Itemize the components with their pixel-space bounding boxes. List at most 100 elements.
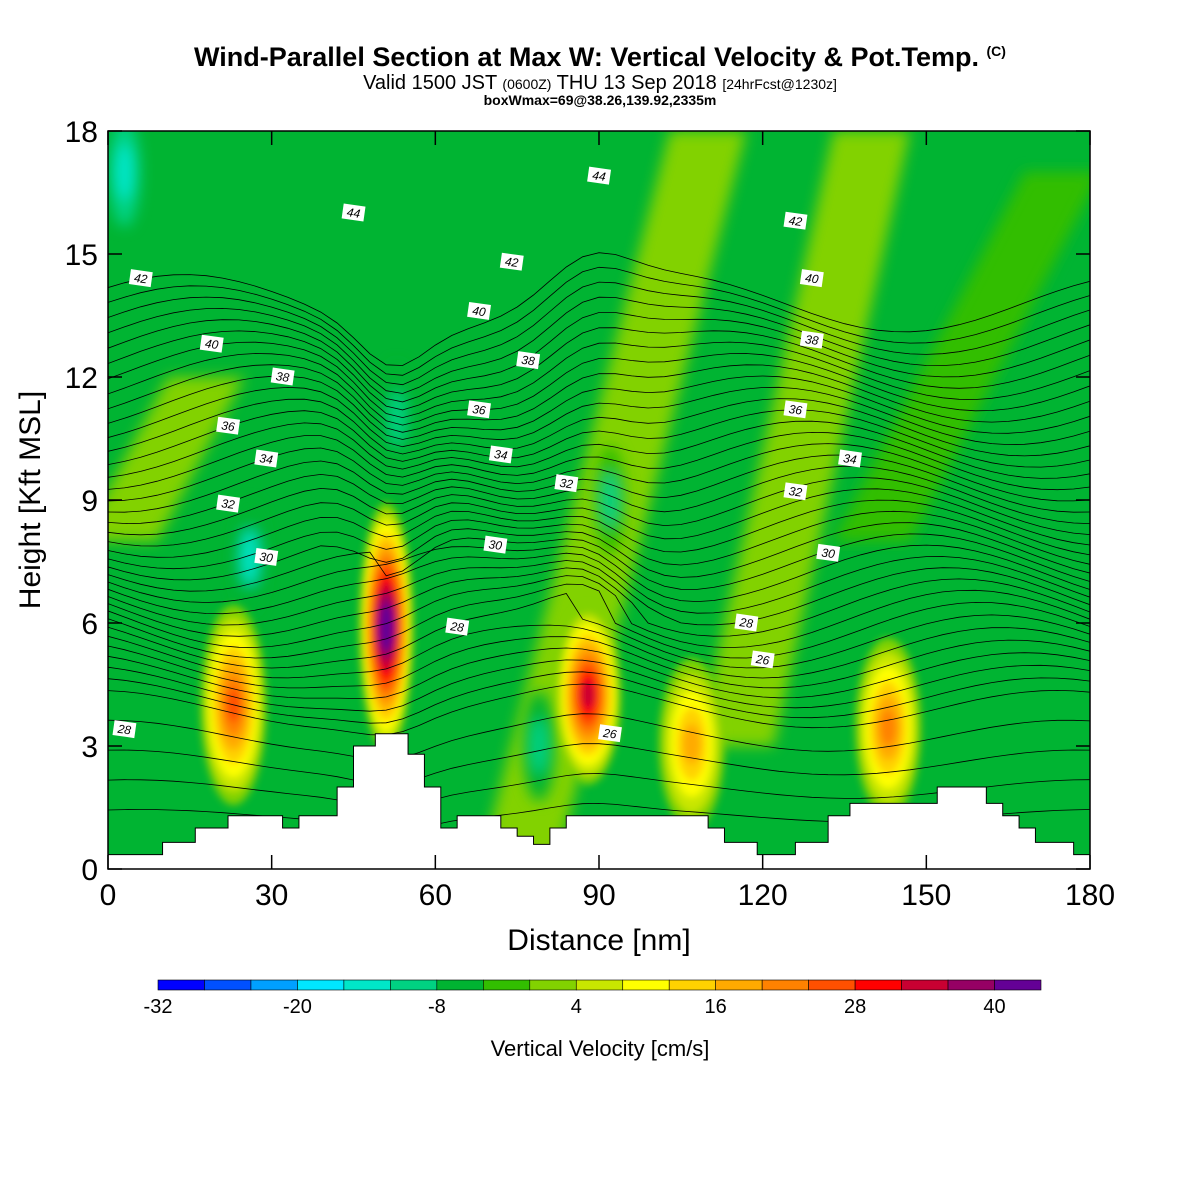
theta-contour bbox=[108, 510, 1090, 570]
colorbar-tick-label: -20 bbox=[283, 996, 312, 1018]
theta-contour bbox=[108, 341, 1090, 419]
colorbar-swatch bbox=[761, 979, 809, 991]
theta-label-text: 40 bbox=[204, 336, 219, 352]
theta-label: 34 bbox=[838, 449, 862, 468]
y-axis-label: Height [Kft MSL] bbox=[14, 391, 47, 609]
theta-contour bbox=[108, 266, 1090, 376]
theta-label: 38 bbox=[799, 330, 824, 349]
colorbar-swatch bbox=[901, 979, 949, 991]
theta-label: 42 bbox=[499, 252, 524, 271]
theta-contour bbox=[108, 296, 1090, 394]
chart-title: Wind-Parallel Section at Max W: Vertical… bbox=[194, 42, 1006, 72]
theta-contour bbox=[108, 327, 1090, 411]
theta-label-text: 36 bbox=[220, 418, 235, 434]
theta-contour bbox=[108, 659, 1090, 712]
updraft-level bbox=[581, 681, 595, 709]
colorbar-swatch bbox=[250, 979, 298, 991]
theta-label: 30 bbox=[483, 535, 508, 554]
theta-label-text: 36 bbox=[471, 402, 486, 418]
theta-contour bbox=[108, 671, 1090, 724]
theta-label-text: 30 bbox=[821, 545, 836, 561]
theta-contour bbox=[108, 544, 1090, 603]
theta-contour bbox=[108, 567, 1090, 637]
downdraft-core bbox=[115, 144, 134, 200]
theta-label: 38 bbox=[516, 351, 541, 370]
theta-label: 32 bbox=[216, 494, 241, 513]
theta-label-text: 34 bbox=[842, 451, 857, 467]
theta-label-text: 42 bbox=[504, 254, 519, 270]
theta-label-text: 26 bbox=[601, 726, 617, 742]
weak-updraft-band bbox=[697, 131, 910, 746]
updraft-level bbox=[880, 709, 897, 746]
colorbar-tick-label: -8 bbox=[428, 996, 446, 1018]
theta-label-text: 40 bbox=[471, 304, 486, 320]
theta-contour bbox=[108, 398, 1090, 457]
colorbar-tick-label: 40 bbox=[983, 996, 1005, 1018]
theta-label: 28 bbox=[734, 613, 759, 632]
theta-label: 34 bbox=[488, 445, 513, 464]
downdraft-core bbox=[600, 472, 619, 528]
x-tick-label: 150 bbox=[901, 879, 951, 912]
theta-label: 30 bbox=[254, 547, 279, 566]
theta-contour bbox=[108, 420, 1090, 479]
theta-label-text: 32 bbox=[559, 476, 574, 492]
colorbar-swatch bbox=[854, 979, 902, 991]
theta-label-text: 32 bbox=[788, 484, 803, 500]
colorbar-swatch bbox=[947, 979, 995, 991]
colorbar-swatch bbox=[157, 979, 205, 991]
theta-contour bbox=[108, 431, 1090, 491]
theta-contour bbox=[108, 499, 1090, 558]
theta-label: 36 bbox=[467, 400, 491, 419]
theta-contour bbox=[108, 552, 1090, 615]
theta-label-text: 38 bbox=[520, 353, 535, 369]
y-tick-label: 15 bbox=[65, 239, 98, 272]
theta-contour bbox=[108, 593, 1090, 669]
colorbar-tick-label: 28 bbox=[844, 996, 866, 1018]
colorbar: -32 -20 -8 4 16 28 40 bbox=[144, 979, 1042, 1018]
colorbar-tick-label: 16 bbox=[705, 996, 727, 1018]
theta-label-text: 26 bbox=[754, 652, 770, 668]
theta-contour bbox=[108, 713, 1090, 761]
theta-label-text: 38 bbox=[275, 369, 290, 385]
theta-label: 40 bbox=[467, 301, 491, 320]
theta-contour bbox=[108, 477, 1090, 536]
theta-label-text: 44 bbox=[346, 205, 361, 221]
chart-subtitle-box: boxWmax=69@38.26,139.92,2335m bbox=[483, 92, 717, 108]
x-tick-label: 180 bbox=[1065, 879, 1115, 912]
theta-contour bbox=[108, 353, 1090, 426]
theta-contour bbox=[108, 683, 1090, 736]
colorbar-swatch bbox=[343, 979, 391, 991]
y-tick-label: 0 bbox=[81, 854, 98, 887]
theta-label-text: 28 bbox=[449, 619, 465, 635]
theta-label: 42 bbox=[783, 211, 808, 230]
colorbar-swatch bbox=[994, 979, 1042, 991]
theta-label: 28 bbox=[112, 720, 137, 739]
x-tick-label: 30 bbox=[255, 879, 288, 912]
theta-label: 42 bbox=[128, 269, 153, 288]
theta-contour bbox=[108, 773, 1090, 810]
theta-label-text: 28 bbox=[738, 615, 754, 631]
theta-contour bbox=[108, 465, 1090, 524]
theta-label-text: 42 bbox=[788, 213, 803, 229]
theta-label: 38 bbox=[270, 367, 295, 386]
theta-contour bbox=[108, 636, 1090, 689]
theta-label-text: 28 bbox=[116, 722, 132, 738]
downdraft-core bbox=[529, 718, 548, 774]
theta-label: 26 bbox=[750, 650, 775, 669]
theta-contour bbox=[108, 743, 1090, 786]
colorbar-swatch bbox=[715, 979, 763, 991]
theta-label-text: 34 bbox=[493, 447, 508, 463]
theta-contour bbox=[108, 575, 1090, 649]
theta-contour bbox=[108, 560, 1090, 626]
weak-updraft-band bbox=[833, 172, 1090, 541]
theta-label: 44 bbox=[587, 166, 612, 185]
theta-contour bbox=[108, 312, 1090, 403]
theta-label: 40 bbox=[799, 269, 824, 288]
colorbar-swatch bbox=[483, 979, 531, 991]
x-tick-label: 90 bbox=[582, 879, 615, 912]
theta-label: 36 bbox=[783, 400, 808, 419]
colorbar-swatch bbox=[622, 979, 670, 991]
downdraft-core bbox=[388, 390, 407, 446]
colorbar-swatch bbox=[808, 979, 856, 991]
